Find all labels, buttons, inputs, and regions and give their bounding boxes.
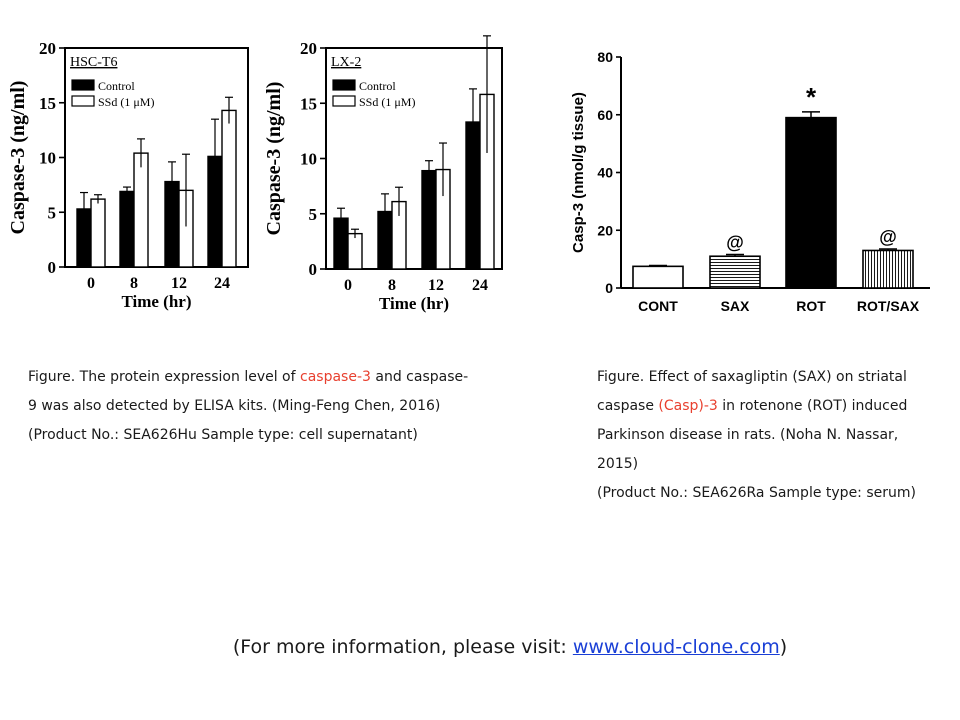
- y-tick-label: 5: [309, 205, 318, 224]
- legend-label: SSd (1 μM): [359, 95, 415, 109]
- chart-casp3-tissue: 0 20 40 60 80 CONT @ SAX * ROT @ ROT/SAX Casp-3 (nmo…: [570, 49, 930, 314]
- y-tick-label: 20: [300, 39, 317, 58]
- left-caption-text: Figure. The protein expression level of: [28, 369, 301, 385]
- chart-hsc-t6: 0 5 10 15 20 0 8 12 24 HSC-T6 Control SSd (1 μM) Tim…: [7, 39, 249, 311]
- y-tick-label: 0: [48, 258, 57, 277]
- y-axis-title: Caspase-3 (ng/ml): [263, 82, 285, 236]
- y-tick-label: 0: [309, 260, 318, 279]
- legend-swatch: [332, 95, 356, 107]
- chart-lx-2: 0 5 10 15 20 0 8 12 24 LX-2 Control SSd (1 μM) Time …: [263, 35, 503, 313]
- y-tick-label: 20: [597, 222, 613, 238]
- x-tick-label: 12: [171, 275, 187, 292]
- y-tick-label: 60: [597, 107, 613, 123]
- x-axis-title: Time (hr): [121, 292, 191, 311]
- right-caption-highlight: (Casp)-3: [658, 398, 718, 414]
- x-tick-label: 12: [428, 277, 444, 294]
- x-tick-label: 24: [472, 277, 488, 294]
- y-tick-label: 15: [300, 94, 317, 113]
- right-caption-line-1: Figure. Effect of saxagliptin (SAX) on s…: [597, 369, 907, 385]
- left-caption: Figure. The protein expression level of …: [28, 363, 508, 450]
- legend-label: Control: [98, 79, 135, 93]
- x-tick-label: SAX: [721, 298, 750, 314]
- legend-label: Control: [359, 79, 396, 93]
- y-axis-title: Casp-3 (nmol/g tissue): [570, 92, 587, 253]
- y-tick-label: 40: [597, 165, 613, 181]
- bar: [119, 190, 135, 268]
- x-tick-label: 0: [87, 275, 95, 292]
- legend-swatch: [71, 79, 95, 91]
- left-caption-line-1: Figure. The protein expression level of …: [28, 363, 508, 392]
- y-tick-label: 80: [597, 49, 613, 65]
- x-tick-label: ROT: [796, 298, 826, 314]
- y-tick-label: 15: [39, 94, 56, 113]
- y-tick-label: 10: [300, 150, 317, 169]
- bar: [862, 249, 914, 289]
- bar: [90, 198, 106, 268]
- panel-label: HSC-T6: [70, 55, 117, 70]
- bar: [133, 152, 149, 268]
- y-tick-label: 0: [605, 280, 613, 296]
- bar: [785, 116, 837, 289]
- footer-text: ): [779, 636, 788, 658]
- right-caption-text: caspase: [597, 398, 659, 414]
- x-tick-label: CONT: [638, 298, 678, 314]
- right-caption-text: in rotenone (ROT) induced: [717, 398, 908, 414]
- legend-swatch: [71, 95, 95, 107]
- panel-label: LX-2: [331, 55, 361, 70]
- legend-swatch: [332, 79, 356, 91]
- left-caption-line-2: 9 was also detected by ELISA kits. (Ming…: [28, 398, 441, 414]
- x-tick-label: 8: [130, 275, 138, 292]
- x-tick-label: 8: [388, 277, 396, 294]
- left-caption-highlight: caspase-3: [300, 369, 371, 385]
- x-tick-label: 24: [214, 275, 230, 292]
- y-tick-label: 20: [39, 39, 56, 58]
- left-caption-text: and caspase-: [370, 369, 469, 385]
- x-tick-label: 0: [344, 277, 352, 294]
- right-caption-line-2: caspase (Casp)-3 in rotenone (ROT) induc…: [597, 392, 947, 421]
- x-tick-label: ROT/SAX: [857, 298, 920, 314]
- footer-text: (For more information, please visit:: [232, 636, 573, 658]
- y-axis-title: Caspase-3 (ng/ml): [7, 81, 29, 235]
- footer-info: (For more information, please visit: www…: [0, 636, 960, 658]
- significance-annotation: *: [806, 82, 817, 112]
- bar: [221, 109, 237, 268]
- x-axis-title: Time (hr): [379, 294, 449, 313]
- bar: [421, 169, 437, 270]
- y-tick-label: 10: [39, 149, 56, 168]
- website-link[interactable]: www.cloud-clone.com: [572, 636, 780, 658]
- bar: [709, 255, 761, 289]
- significance-annotation: @: [879, 227, 897, 247]
- left-caption-line-3: (Product No.: SEA626Hu Sample type: cell…: [28, 427, 418, 443]
- significance-annotation: @: [726, 233, 744, 253]
- legend-label: SSd (1 μM): [98, 95, 154, 109]
- bar: [632, 265, 684, 289]
- y-tick-label: 5: [48, 203, 57, 222]
- right-caption: Figure. Effect of saxagliptin (SAX) on s…: [597, 363, 947, 508]
- right-caption-line-4: 2015): [597, 456, 639, 472]
- right-caption-line-5: (Product No.: SEA626Ra Sample type: seru…: [597, 485, 916, 501]
- right-caption-line-3: Parkinson disease in rats. (Noha N. Nass…: [597, 427, 899, 443]
- bar: [347, 232, 363, 270]
